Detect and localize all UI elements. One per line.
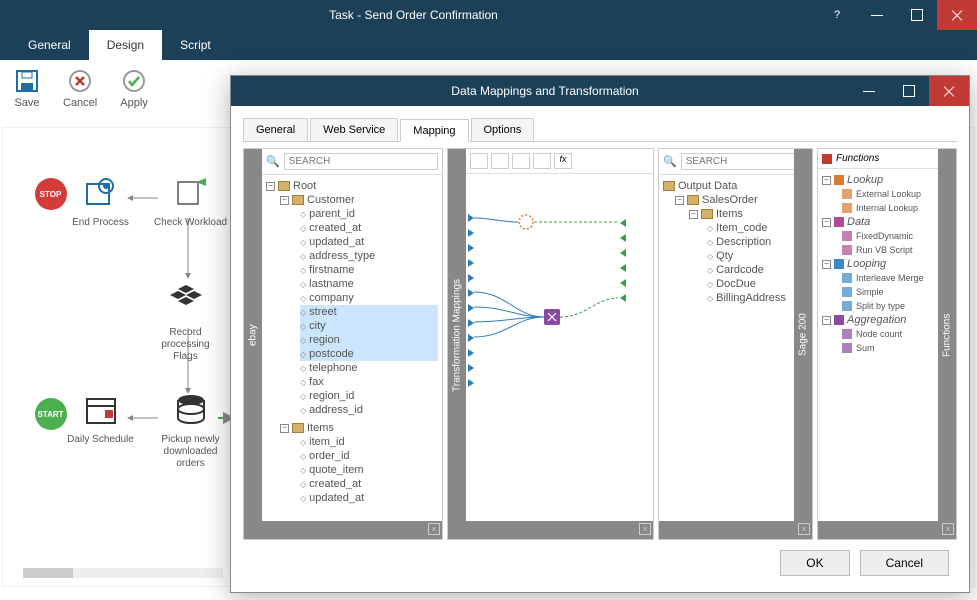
cancel-modal-button[interactable]: Cancel (860, 550, 949, 576)
mid-close-icon[interactable]: × (639, 523, 651, 535)
main-tabs: General Design Script (0, 30, 977, 60)
database-icon (171, 390, 211, 430)
subtab-general[interactable]: General (243, 118, 308, 141)
node-daily-schedule[interactable]: Daily Schedule (63, 390, 138, 446)
save-button[interactable]: Save (10, 66, 44, 119)
right-close-icon[interactable]: × (798, 523, 810, 535)
cancel-button[interactable]: Cancel (59, 66, 101, 119)
node-record-flags[interactable]: Record processing Flags (148, 283, 223, 363)
subtab-webservice[interactable]: Web Service (310, 118, 398, 141)
tool-2[interactable] (491, 153, 509, 169)
cancel-icon (67, 68, 93, 94)
left-panel-label[interactable]: ebay (244, 149, 262, 521)
process-icon (81, 173, 121, 213)
tool-3[interactable] (512, 153, 530, 169)
source-tree[interactable]: − Root− Customer◇ parent_id◇ created_at◇… (262, 175, 442, 521)
functions-panel-label[interactable]: Functions (938, 149, 956, 521)
workload-icon (171, 173, 211, 213)
target-tree[interactable]: Output Data− SalesOrder− Items◇ Item_cod… (659, 175, 794, 521)
help-button[interactable]: ? (817, 0, 857, 30)
node-pickup-orders[interactable]: Pickup newly downloaded orders (153, 390, 228, 470)
left-close-icon[interactable]: × (428, 523, 440, 535)
restore-button[interactable] (897, 0, 937, 30)
tool-4[interactable] (533, 153, 551, 169)
mid-panel-label[interactable]: Transformation Mappings (448, 149, 466, 521)
mapping-toolbar: fx (466, 149, 653, 174)
modal-subtabs: General Web Service Mapping Options (243, 118, 957, 142)
apply-icon (121, 68, 147, 94)
modal-titlebar: Data Mappings and Transformation (231, 76, 969, 106)
node-check-workload[interactable]: Check Workload (153, 173, 228, 229)
save-icon (14, 68, 40, 94)
right-panel-label[interactable]: Sage 200 (794, 149, 812, 521)
mapping-canvas[interactable] (466, 174, 653, 494)
functions-title: Functions (836, 153, 879, 164)
subtab-options[interactable]: Options (471, 118, 535, 141)
subtab-mapping[interactable]: Mapping (400, 119, 468, 142)
modal-restore[interactable] (889, 76, 929, 106)
functions-icon (822, 154, 832, 164)
tool-1[interactable] (470, 153, 488, 169)
close-button[interactable] (937, 0, 977, 30)
modal-close[interactable] (929, 76, 969, 106)
tab-script[interactable]: Script (162, 30, 229, 60)
tab-design[interactable]: Design (89, 30, 162, 60)
node-end-process[interactable]: End Process (63, 173, 138, 229)
main-titlebar: Task - Send Order Confirmation ? (0, 0, 977, 30)
modal-minimize[interactable] (849, 76, 889, 106)
tool-fx[interactable]: fx (554, 153, 572, 169)
tab-general[interactable]: General (10, 30, 89, 60)
right-search-input[interactable] (681, 153, 794, 170)
search-icon: 🔍 (663, 155, 677, 168)
search-icon: 🔍 (266, 155, 280, 168)
mappings-dialog: Data Mappings and Transformation General… (230, 75, 970, 593)
window-title: Task - Send Order Confirmation (10, 8, 817, 22)
calendar-icon (81, 390, 121, 430)
apply-button[interactable]: Apply (116, 66, 152, 119)
func-close-icon[interactable]: × (942, 523, 954, 535)
functions-tree[interactable]: − Lookup External Lookup Internal Lookup… (818, 169, 938, 521)
minimize-button[interactable] (857, 0, 897, 30)
canvas-scrollbar[interactable] (23, 568, 223, 578)
cubes-icon (166, 283, 206, 323)
ok-button[interactable]: OK (780, 550, 849, 576)
left-search-input[interactable] (284, 153, 438, 170)
